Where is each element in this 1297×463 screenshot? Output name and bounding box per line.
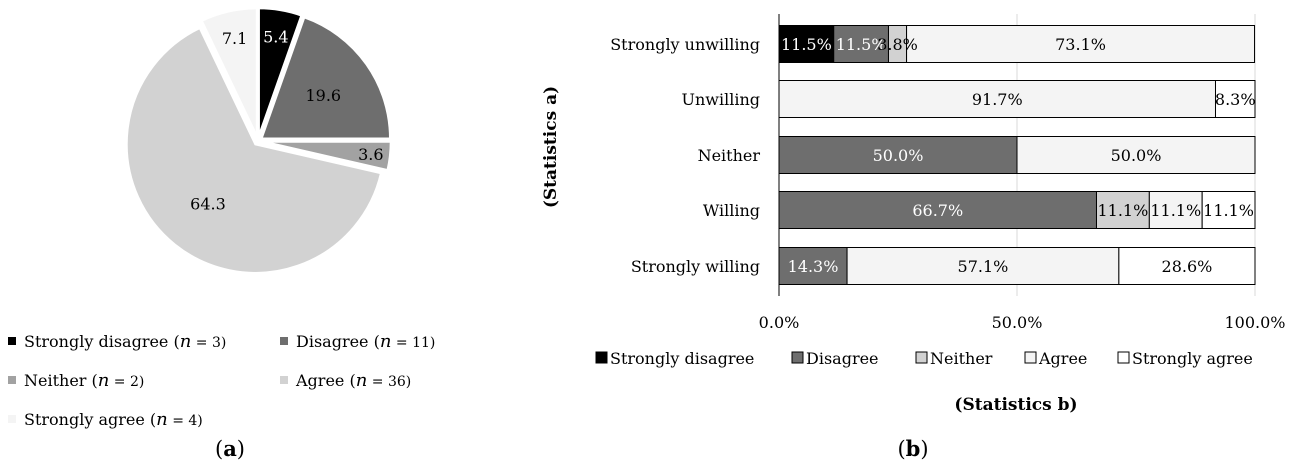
bar-legend-label-neither: Neither xyxy=(930,349,993,368)
pie-labels: 5.4 19.6 3.6 64.3 7.1 xyxy=(190,28,383,214)
pie-legend: Strongly disagree (n = 3) Disagree (n = 1… xyxy=(8,331,435,430)
pie-legend-swatch-strongly-agree xyxy=(8,415,16,423)
bar-label-unwilling-agree: 91.7% xyxy=(972,90,1023,109)
y-axis-label: (Statistics a) xyxy=(541,86,561,208)
bar-segment-strongly-willing-agree xyxy=(846,247,1120,285)
bar-legend-label-strongly-disagree: Strongly disagree xyxy=(610,349,754,368)
pie-legend-label-strongly-disagree: Strongly disagree (n = 3) xyxy=(24,331,226,352)
bar-label-neither-agree: 50.0% xyxy=(1111,146,1162,165)
bar-segment-unwilling-agree xyxy=(778,80,1216,118)
pie-legend-label-agree: Agree (n = 36) xyxy=(295,370,411,391)
x-tick-2: 100.0% xyxy=(1224,313,1285,332)
panel-b-caption: (b) xyxy=(897,436,928,461)
bar-label-strongly-unwilling-disagree: 11.5% xyxy=(836,35,887,54)
pie-label-neither: 3.6 xyxy=(358,145,383,164)
bar-segment-neither-disagree xyxy=(778,136,1018,174)
panel-a-letter: a xyxy=(223,436,237,461)
pie-legend-swatch-strongly-disagree xyxy=(8,337,16,345)
bar-legend-label-strongly-agree: Strongly agree xyxy=(1132,349,1253,368)
bar-label-willing-strongly-agree: 11.1% xyxy=(1203,201,1254,220)
x-axis-label: (Statistics b) xyxy=(954,395,1077,415)
pie-label-agree: 64.3 xyxy=(190,194,226,213)
bar-label-neither-disagree: 50.0% xyxy=(873,146,924,165)
bar-legend-label-agree: Agree xyxy=(1038,349,1087,368)
bar-label-willing-neither: 11.1% xyxy=(1097,201,1148,220)
pie-legend-swatch-agree xyxy=(280,376,288,384)
bar-legend-swatch-neither xyxy=(915,351,928,364)
bar-chart-panel: 11.5% 11.5%3.8% 73.1%91.7% 8.3%50.0% 50.0%66… xyxy=(541,14,1286,461)
bar-segment-strongly-willing-strongly-agree xyxy=(1118,247,1256,285)
bar-label-willing-disagree: 66.7% xyxy=(912,201,963,220)
bar-label-unwilling-strongly-agree: 8.3% xyxy=(1215,90,1256,109)
panel-a-caption: (a) xyxy=(215,436,245,461)
pie-label-strongly-disagree: 5.4 xyxy=(263,28,288,47)
x-tick-1: 50.0% xyxy=(992,313,1043,332)
pie-legend-label-strongly-agree: Strongly agree (n = 4) xyxy=(24,409,203,430)
bar-label-strongly-willing-agree: 57.1% xyxy=(958,257,1009,276)
pie-legend-swatch-neither xyxy=(8,376,16,384)
pie-slices xyxy=(125,6,393,275)
pie-slice-disagree xyxy=(259,15,392,140)
x-tick-labels: 0.0% 50.0% 100.0% xyxy=(759,313,1286,332)
category-label-neither: Neither xyxy=(698,146,761,165)
pie-slice-strongly-disagree xyxy=(257,6,304,138)
category-labels: Strongly unwilling Unwilling Neither Willin… xyxy=(610,35,760,276)
bar-label-strongly-unwilling-neither: 3.8% xyxy=(877,35,918,54)
bar-label-strongly-willing-disagree: 14.3% xyxy=(788,257,839,276)
category-label-unwilling: Unwilling xyxy=(682,90,761,109)
bar-label-strongly-unwilling-strongly-disagree: 11.5% xyxy=(781,35,832,54)
category-label-strongly-willing: Strongly willing xyxy=(631,257,760,276)
bar-segment-strongly-willing-disagree xyxy=(778,247,848,285)
bar-legend-label-disagree: Disagree xyxy=(806,349,879,368)
bar-legend-swatch-strongly-disagree xyxy=(595,351,608,364)
pie-slice-strongly-agree xyxy=(199,6,259,138)
bar-label-strongly-willing-strongly-agree: 28.6% xyxy=(1162,257,1213,276)
pie-slice-agree xyxy=(125,26,383,275)
bar-segment-strongly-unwilling-agree xyxy=(906,25,1256,63)
bar-segment-willing-strongly-agree xyxy=(1201,191,1256,229)
bar-label-strongly-unwilling-agree: 73.1% xyxy=(1055,35,1106,54)
category-label-willing: Willing xyxy=(703,201,760,220)
pie-label-strongly-agree: 7.1 xyxy=(222,29,247,48)
x-tick-0: 0.0% xyxy=(759,313,800,332)
bar-segment-strongly-unwilling-disagree xyxy=(833,25,889,63)
bar-segment-strongly-unwilling-strongly-disagree xyxy=(778,25,835,63)
bar-segment-unwilling-strongly-agree xyxy=(1214,80,1256,118)
bar-segments xyxy=(778,25,1256,285)
bar-label-willing-agree: 11.1% xyxy=(1150,201,1201,220)
pie-legend-swatch-disagree xyxy=(280,337,288,345)
panel-b-letter: b xyxy=(906,436,921,461)
pie-chart-panel: 5.4 19.6 3.6 64.3 7.1 Strongly disagree (n =… xyxy=(8,6,435,461)
pie-slice-neither xyxy=(261,140,393,172)
bar-legend: Strongly disagree Disagree Neither Agree Str… xyxy=(595,349,1253,368)
bar-segment-willing-disagree xyxy=(778,191,1097,229)
bar-legend-swatch-strongly-agree xyxy=(1117,351,1130,364)
bar-segment-neither-agree xyxy=(1016,136,1256,174)
pie-legend-label-disagree: Disagree (n = 11) xyxy=(296,331,435,352)
bar-legend-swatch-disagree xyxy=(791,351,804,364)
category-label-strongly-unwilling: Strongly unwilling xyxy=(610,35,760,54)
bar-legend-swatch-agree xyxy=(1024,351,1037,364)
pie-label-disagree: 19.6 xyxy=(305,86,341,105)
pie-legend-label-neither: Neither (n = 2) xyxy=(24,370,144,391)
bar-segment-willing-agree xyxy=(1148,191,1203,229)
bar-segment-labels: 11.5% 11.5%3.8% 73.1%91.7% 8.3%50.0% 50.0%66… xyxy=(781,35,1256,276)
